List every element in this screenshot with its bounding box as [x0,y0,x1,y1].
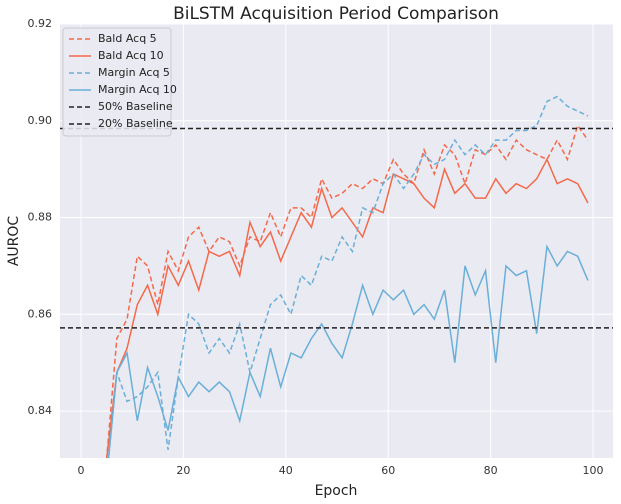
y-axis-label: AUROC [6,216,22,267]
y-tick-label: 0.84 [28,404,53,417]
series-line [105,123,589,458]
legend-label: Bald Acq 10 [98,49,164,62]
y-tick-label: 0.90 [28,114,53,127]
chart-title: BiLSTM Acquisition Period Comparison [173,4,499,24]
x-tick-label: 20 [176,464,190,477]
x-tick-label: 80 [484,464,498,477]
y-tick-label: 0.86 [28,307,53,320]
x-axis-label: Epoch [315,483,358,499]
x-tick-label: 0 [77,464,84,477]
legend-label: Margin Acq 5 [98,66,170,79]
series-line [106,157,589,458]
legend-label: Margin Acq 10 [98,83,177,96]
x-tick-label: 100 [583,464,604,477]
x-tick-label: 40 [279,464,293,477]
legend-label: Bald Acq 5 [98,32,157,45]
legend-label: 50% Baseline [98,100,173,113]
series-line [107,244,589,458]
series-line [107,95,589,458]
legend-box [62,27,172,137]
y-tick-label: 0.92 [28,17,53,30]
x-tick-label: 60 [381,464,395,477]
y-tick-label: 0.88 [28,211,53,224]
legend-label: 20% Baseline [98,117,173,130]
